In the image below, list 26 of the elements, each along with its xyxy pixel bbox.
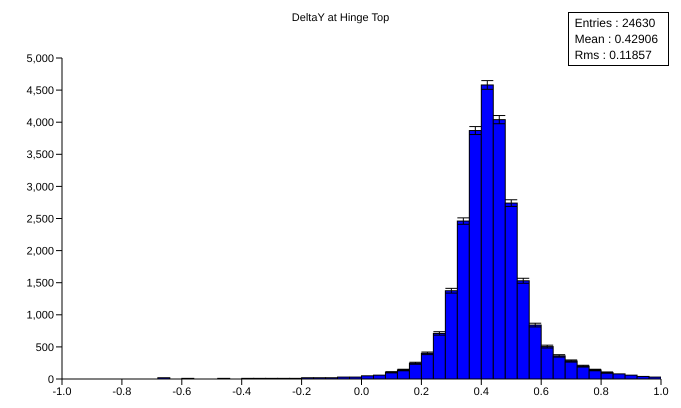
- annotation: Rms : 0.11857: [574, 47, 653, 63]
- x-tick-label: 0.2: [414, 386, 430, 398]
- x-tick-label: -0.2: [292, 386, 312, 398]
- y-tick-label: 4,000: [26, 117, 54, 130]
- y-tick-label: 0: [48, 374, 54, 386]
- x-tick-label: -0.8: [112, 386, 132, 398]
- x-tick-label: 0.0: [354, 386, 370, 398]
- y-tick-label: 1,500: [26, 278, 54, 290]
- text: Mean : 0.42906: [574, 31, 658, 47]
- text: Entries : 24630: [574, 15, 656, 31]
- y-tick-label: 3,000: [26, 181, 54, 194]
- y-tick-label: 500: [36, 342, 54, 354]
- x-tick-label: 0.6: [534, 386, 549, 398]
- x-tick-label: -1.0: [52, 386, 72, 398]
- y-tick-label: 2,000: [26, 246, 54, 258]
- y-tick-label: 2,500: [26, 213, 54, 226]
- x-tick-label: 1.0: [653, 386, 669, 398]
- chart-title: DeltaY at Hinge Top: [292, 12, 390, 24]
- y-tick-label: 3,500: [26, 149, 54, 162]
- x-tick-label: 0.8: [593, 386, 609, 398]
- y-tick-label: 1,000: [26, 310, 54, 322]
- x-tick-label: 0.4: [474, 386, 489, 398]
- x-tick-label: -0.4: [232, 386, 252, 398]
- x-tick-label: -0.6: [172, 386, 192, 398]
- y-tick-label: 5,000: [26, 52, 54, 65]
- y-tick-label: 4,500: [26, 85, 54, 98]
